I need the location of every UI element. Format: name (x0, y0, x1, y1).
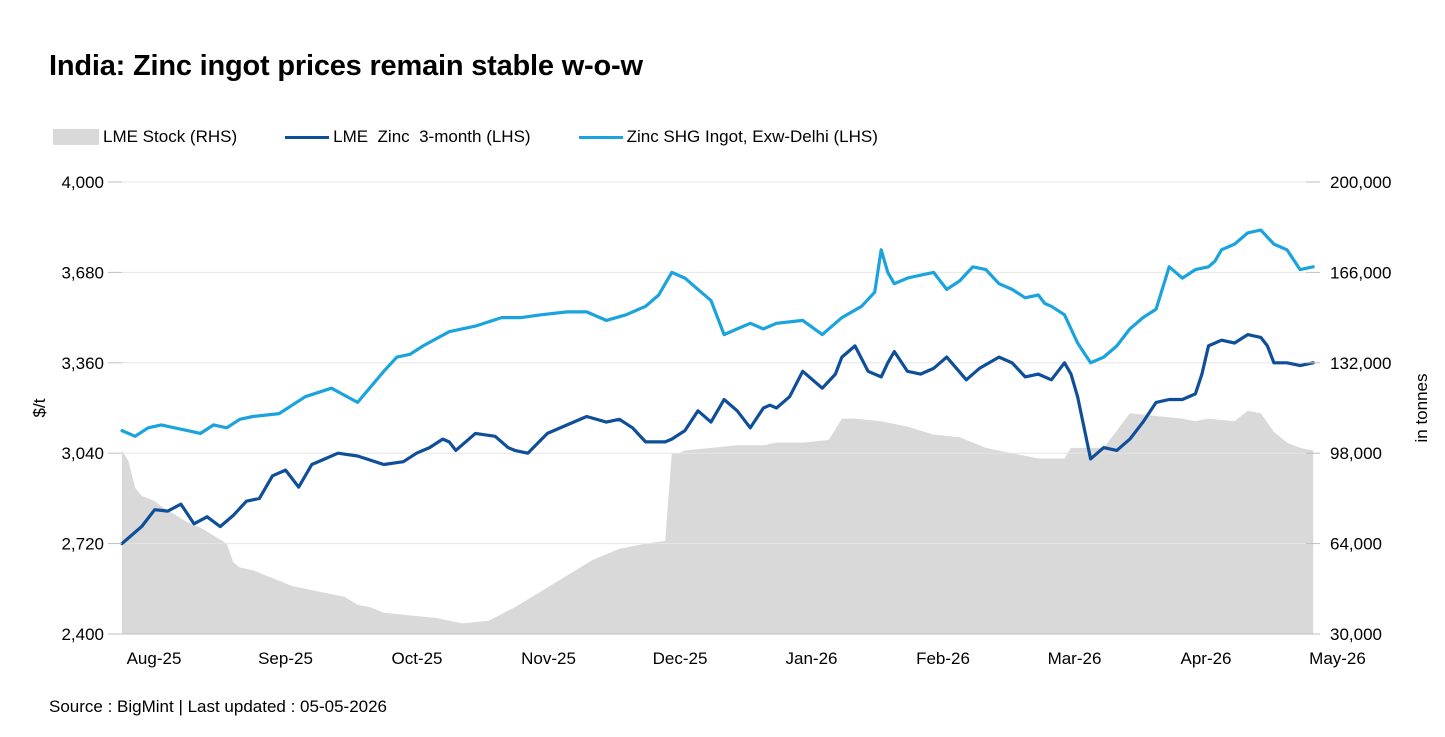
legend-swatch-shg (578, 135, 623, 139)
legend-item-shg: Zinc SHG Ingot, Exw-Delhi (LHS) (578, 127, 878, 147)
x-tick-label: Mar-26 (1048, 649, 1102, 668)
right-tick-label: 30,000 (1330, 625, 1382, 644)
right-tick-label: 132,000 (1330, 354, 1391, 373)
right-tick-label: 98,000 (1330, 444, 1382, 463)
x-tick-label: Nov-25 (521, 649, 576, 668)
left-axis-title: $/t (30, 398, 49, 417)
left-tick-label: 3,360 (61, 354, 104, 373)
stock-area (122, 410, 1314, 634)
left-tick-label: 3,040 (61, 444, 104, 463)
stock-area-layer (122, 410, 1314, 634)
legend-item-lme: LME Zinc 3-month (LHS) (285, 127, 531, 147)
x-tick-label: Apr-26 (1180, 649, 1231, 668)
chart-title: India: Zinc ingot prices remain stable w… (49, 50, 643, 82)
axis-layer: 2,400 2,720 3,040 3,360 3,680 4,000 30,000 64,0… (30, 173, 1431, 668)
legend-label-lme: LME Zinc 3-month (LHS) (333, 127, 531, 146)
legend-swatch-lme (285, 135, 330, 139)
x-tick-label: May-26 (1309, 649, 1366, 668)
right-tick-label: 200,000 (1330, 173, 1391, 192)
right-tick-label: 166,000 (1330, 263, 1391, 282)
x-tick-label: Jan-26 (786, 649, 838, 668)
right-tick-label: 64,000 (1330, 535, 1382, 554)
shg-line (120, 228, 1315, 438)
x-tick-label: Oct-25 (391, 649, 442, 668)
lme-line (120, 333, 1315, 546)
x-tick-label: Feb-26 (916, 649, 970, 668)
left-tick-label: 2,720 (61, 535, 104, 554)
right-axis-title: in tonnes (1412, 374, 1431, 443)
legend: LME Stock (RHS) LME Zinc 3-month (LHS) Z… (53, 124, 926, 150)
x-tick-label: Sep-25 (258, 649, 313, 668)
x-tick-label: Aug-25 (127, 649, 182, 668)
left-tick-label: 2,400 (61, 625, 104, 644)
x-tick-label: Dec-25 (653, 649, 708, 668)
grid-layer (122, 181, 1306, 545)
price-lines-layer (120, 228, 1315, 546)
legend-label-stock: LME Stock (RHS) (103, 127, 238, 146)
legend-item-stock: LME Stock (RHS) (53, 127, 237, 147)
left-tick-label: 3,680 (61, 263, 104, 282)
left-tick-label: 4,000 (61, 173, 104, 192)
legend-label-shg: Zinc SHG Ingot, Exw-Delhi (LHS) (626, 127, 878, 146)
legend-swatch-stock (53, 129, 99, 145)
source-note: Source : BigMint | Last updated : 05-05-… (49, 697, 388, 716)
